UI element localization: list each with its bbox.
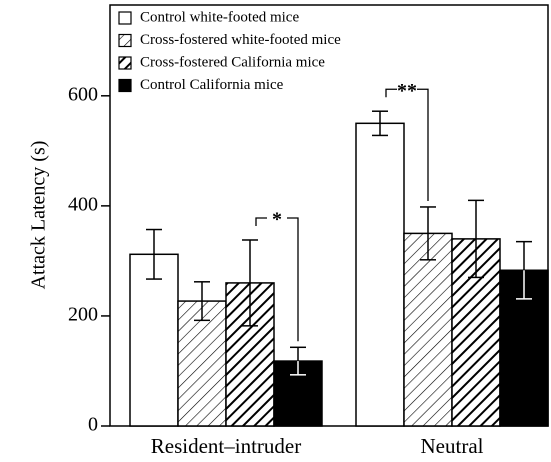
legend-label: Control California mice: [140, 77, 284, 93]
bar: [403, 232, 453, 427]
x-tick-label: Neutral: [421, 434, 484, 458]
plot-frame: [109, 4, 549, 427]
legend-label: Cross-fostered white-footed mice: [140, 32, 341, 48]
bracket-label-bg: [397, 83, 417, 96]
legend-swatch: [118, 33, 132, 48]
y-tick-label: 600: [68, 83, 98, 105]
y-tick-label: 0: [88, 414, 98, 436]
bracket-label-bg: [267, 211, 287, 224]
y-axis-label: Attack Latency (s): [28, 141, 50, 290]
significance-label: **: [397, 80, 417, 102]
legend-swatch: [118, 11, 132, 25]
x-tick-label: Resident–intruder: [151, 434, 301, 458]
significance-label: *: [272, 209, 282, 231]
legend-label: Control white-footed mice: [140, 9, 299, 25]
legend-swatch: [118, 56, 132, 70]
y-tick-label: 400: [68, 193, 98, 215]
bar: [177, 300, 227, 427]
bar: [225, 282, 275, 427]
legend-label: Cross-fostered California mice: [140, 54, 325, 70]
legend-swatch: [118, 78, 132, 93]
bar: [355, 122, 405, 427]
y-tick-label: 200: [68, 304, 98, 326]
bar: [129, 253, 179, 427]
